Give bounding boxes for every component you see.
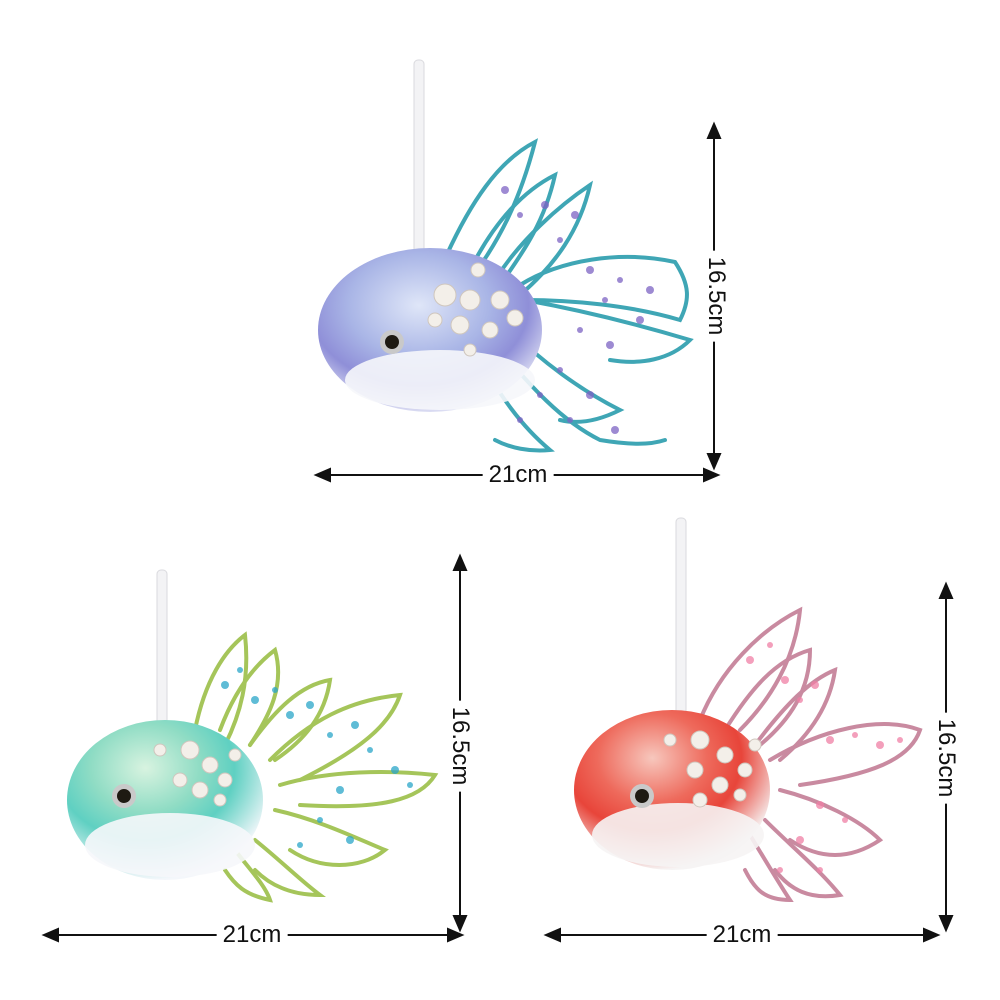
fish-ornament-red [543,517,954,943]
fish-ornament-purple [313,59,722,483]
fish-panel-bottom-right: 16.5cm 21cm [500,500,1000,1000]
fish-ornament-green [41,553,468,943]
pearl-beads [153,740,242,807]
fin-outlines [698,606,923,903]
fish-eye [385,335,399,349]
height-label: 16.5cm [703,250,730,342]
fish-panel-top: 16.5cm 21cm [313,59,730,487]
width-label: 21cm [706,923,778,947]
width-label: 21cm [482,463,554,487]
hanging-ribbon [675,517,687,729]
height-label: 16.5cm [933,712,960,804]
pearl-beads [427,262,524,357]
pearl-beads [663,730,762,808]
hanging-ribbon [156,569,168,731]
fish-belly [592,803,764,867]
hanging-ribbon [413,59,425,261]
fish-belly [345,350,535,410]
fin-sequin-spots [501,186,654,434]
fish-panel-bottom-left: 16.5cm 21cm [0,500,500,1000]
fish-eye [117,789,131,803]
fin-sequin-spots [221,667,413,848]
fish-eye [635,789,649,803]
fish-belly [85,813,255,877]
width-label: 21cm [216,923,288,947]
fin-outlines [193,631,439,903]
fin-sequin-spots [746,642,903,873]
height-label: 16.5cm [447,700,474,792]
